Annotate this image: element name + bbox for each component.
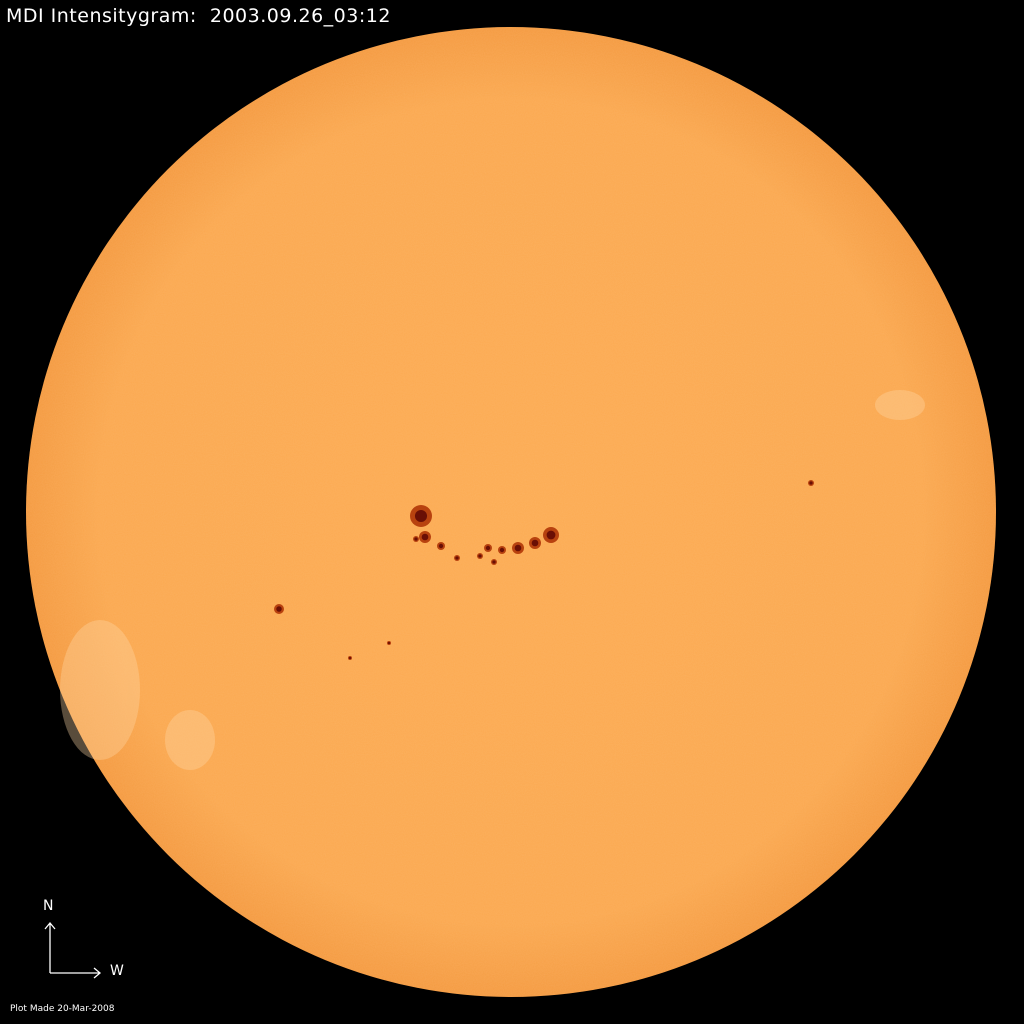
sunspot-umbra: [478, 554, 482, 558]
sunspot-umbra: [514, 544, 522, 552]
sunspot-umbra: [485, 545, 491, 551]
sunspot-umbra: [387, 641, 391, 645]
sunspot-umbra: [414, 537, 418, 541]
image-title: MDI Intensitygram: 2003.09.26_03:12: [6, 5, 391, 27]
compass: [44, 921, 102, 979]
sunspot-umbra: [348, 656, 352, 660]
west-arrow-icon: [50, 967, 102, 979]
granulation-texture: [26, 27, 996, 997]
north-label: N: [43, 898, 54, 914]
sunspot-umbra: [438, 543, 444, 549]
sunspot-umbra: [499, 547, 505, 553]
sunspot-umbra: [421, 533, 429, 541]
sunspot-umbra: [492, 560, 496, 564]
sunspot-umbra: [414, 509, 428, 523]
sunspot-umbra: [276, 606, 282, 612]
sunspot-umbra: [455, 556, 459, 560]
sunspot-group: [274, 480, 814, 660]
faculae: [60, 390, 925, 770]
west-label: W: [110, 963, 124, 979]
sunspot-umbra: [809, 481, 813, 485]
sunspot-umbra: [531, 539, 539, 547]
plot-date: Plot Made 20-Mar-2008: [10, 1004, 115, 1014]
north-arrow-icon: [44, 921, 56, 973]
sunspot-umbra: [546, 530, 556, 540]
